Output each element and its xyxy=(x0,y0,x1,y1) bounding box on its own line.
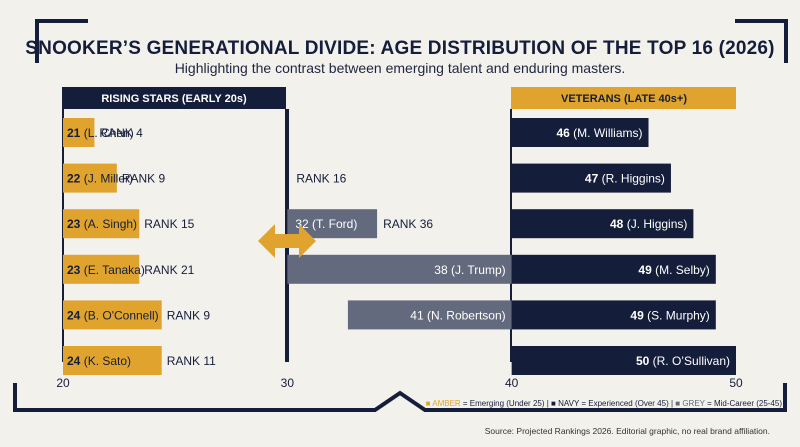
x-tick-label: 50 xyxy=(729,376,743,390)
bar-label-emerging: 22 (J. Miller) xyxy=(67,172,133,186)
bar-label-midcareer: 41 (N. Robertson) xyxy=(410,308,505,322)
legend-amber-key: AMBER xyxy=(432,399,461,408)
bar-experienced xyxy=(511,118,649,147)
bar-emerging xyxy=(63,118,95,147)
bar-label-experienced: 48 (J. Higgins) xyxy=(610,217,687,231)
rank-label-emerging: RANK 21 xyxy=(144,263,194,277)
legend-amber-icon: ■ xyxy=(426,399,433,408)
bar-label-emerging: 24 (K. Sato) xyxy=(67,354,131,368)
bar-emerging xyxy=(63,346,162,375)
bar-label-emerging: 23 (A. Singh) xyxy=(67,217,137,231)
bar-label-midcareer: 32 (T. Ford) xyxy=(295,217,357,231)
bar-label-emerging: 21 (L. Chen) xyxy=(67,126,134,140)
rank-label-emerging: RANK 15 xyxy=(144,217,194,231)
bar-emerging xyxy=(63,300,162,330)
chart-subtitle: Highlighting the contrast between emergi… xyxy=(174,60,626,76)
rank-label-midcareer: RANK 16 xyxy=(296,172,346,186)
bar-label-experienced: 47 (R. Higgins) xyxy=(585,172,665,186)
bar-emerging xyxy=(63,163,117,193)
rank-label-emerging: RANK 11 xyxy=(167,354,216,368)
bar-midcareer xyxy=(347,300,512,330)
rank-label-emerging: RANK 9 xyxy=(122,172,166,186)
veterans-panel-label: VETERANS (LATE 40s+) xyxy=(561,93,687,105)
bar-label-experienced: 49 (M. Selby) xyxy=(638,263,709,277)
bar-midcareer xyxy=(287,254,512,284)
legend-grey-text: = Mid-Career (25-45) xyxy=(705,399,782,408)
bar-label-emerging: 23 (E. Tanaka) xyxy=(67,263,145,277)
legend-grey-key: ■ GREY xyxy=(675,399,705,408)
legend: ■ AMBER = Emerging (Under 25) | ■ NAVY =… xyxy=(426,399,783,408)
bar-label-experienced: 49 (S. Murphy) xyxy=(630,308,709,322)
rank-label-emerging: RANK 4 xyxy=(99,126,143,140)
double-arrow-icon xyxy=(258,224,316,258)
bar-label-experienced: 50 (R. O’Sullivan) xyxy=(636,354,730,368)
bar-experienced xyxy=(511,254,716,284)
bars-layer xyxy=(63,118,736,375)
frame-bottom xyxy=(13,383,787,412)
labels-layer: 21 (L. Chen)RANK 422 (J. Miller)RANK 923… xyxy=(67,126,730,368)
bar-experienced xyxy=(511,300,716,330)
rank-label-midcareer: RANK 36 xyxy=(383,217,433,231)
x-tick-label: 30 xyxy=(281,376,295,390)
bar-label-experienced: 46 (M. Williams) xyxy=(556,126,642,140)
frame-top-right xyxy=(735,19,788,63)
rank-label-emerging: RANK 9 xyxy=(167,308,211,322)
bar-label-midcareer: 38 (J. Trump) xyxy=(434,263,505,277)
frame-top-left xyxy=(35,19,88,63)
bar-experienced xyxy=(511,163,671,193)
bar-experienced xyxy=(511,346,736,375)
chart-title: SNOOKER’S GENERATIONAL DIVIDE: AGE DISTR… xyxy=(25,38,775,59)
rising-panel-header xyxy=(62,87,286,109)
bar-emerging xyxy=(63,209,140,239)
legend-amber-text: = Emerging (Under 25) | xyxy=(461,399,551,408)
rising-panel-label: RISING STARS (EARLY 20s) xyxy=(101,93,247,105)
bar-label-emerging: 24 (B. O'Connell) xyxy=(67,308,159,322)
legend-navy-text: = Experienced (Over 45) | xyxy=(579,399,675,408)
source-note: Source: Projected Rankings 2026. Editori… xyxy=(484,426,770,436)
x-tick-label: 40 xyxy=(505,376,519,390)
veterans-panel-header xyxy=(511,87,736,109)
x-tick-label: 20 xyxy=(56,376,70,390)
bar-experienced xyxy=(511,209,694,239)
legend-navy-key: ■ NAVY xyxy=(551,399,580,408)
bar-emerging xyxy=(63,254,140,284)
x-axis-ticks: 20 30 40 50 xyxy=(56,376,743,390)
